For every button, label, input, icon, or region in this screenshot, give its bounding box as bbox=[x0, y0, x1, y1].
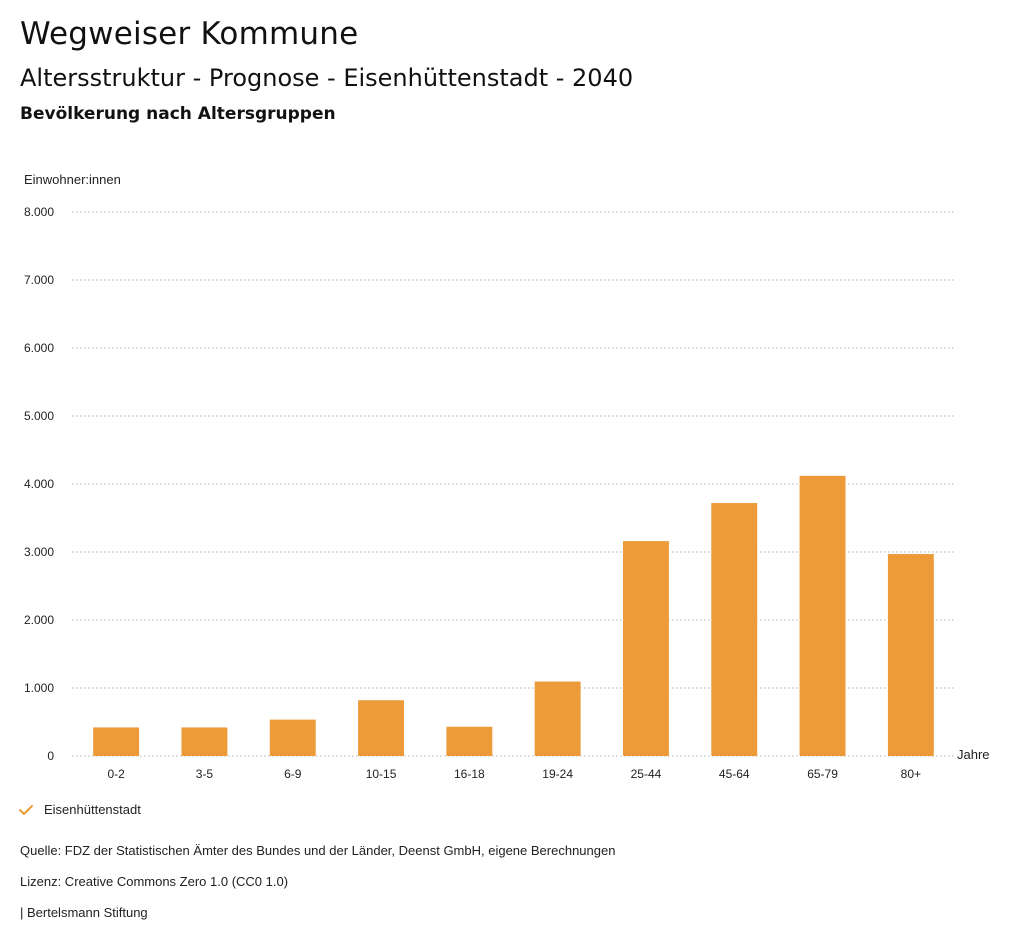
license-note: Lizenz: Creative Commons Zero 1.0 (CC0 1… bbox=[20, 874, 289, 889]
y-tick-label: 5.000 bbox=[24, 409, 54, 423]
legend[interactable]: Eisenhüttenstadt bbox=[18, 802, 141, 817]
source-note: Quelle: FDZ der Statistischen Ämter des … bbox=[20, 843, 616, 858]
grid-lines bbox=[72, 211, 955, 757]
x-tick-label: 10-15 bbox=[366, 767, 397, 781]
y-axis-label: Einwohner:innen bbox=[24, 172, 121, 187]
x-tick-label: 16-18 bbox=[454, 767, 485, 781]
y-tick-labels: 0 1.000 2.000 3.000 4.000 5.000 6.000 7.000 8.00… bbox=[24, 205, 54, 763]
bar-10-15[interactable] bbox=[358, 700, 405, 756]
x-tick-label: 65-79 bbox=[807, 767, 838, 781]
y-tick-label: 1.000 bbox=[24, 681, 54, 695]
bar-16-18[interactable] bbox=[446, 726, 493, 756]
y-tick-label: 8.000 bbox=[24, 205, 54, 219]
y-tick-label: 6.000 bbox=[24, 341, 54, 355]
y-tick-label: 4.000 bbox=[24, 477, 54, 491]
bar-80+[interactable] bbox=[887, 554, 934, 756]
x-tick-label: 25-44 bbox=[631, 767, 662, 781]
bar-19-24[interactable] bbox=[534, 681, 581, 756]
bar-chart: Einwohner:innen 0 1.000 2.000 3.000 4.000 5.0… bbox=[24, 172, 990, 781]
x-tick-label: 45-64 bbox=[719, 767, 750, 781]
check-icon bbox=[19, 804, 33, 815]
y-tick-label: 3.000 bbox=[24, 545, 54, 559]
x-tick-label: 19-24 bbox=[542, 767, 573, 781]
chart-subtitle: Altersstruktur - Prognose - Eisenhüttens… bbox=[20, 64, 634, 92]
x-axis-label: Jahre bbox=[957, 747, 990, 762]
y-tick-label: 7.000 bbox=[24, 273, 54, 287]
y-tick-label: 2.000 bbox=[24, 613, 54, 627]
x-tick-label: 80+ bbox=[901, 767, 921, 781]
bar-6-9[interactable] bbox=[269, 719, 316, 756]
x-tick-label: 0-2 bbox=[107, 767, 125, 781]
bar-65-79[interactable] bbox=[799, 475, 846, 756]
bar-3-5[interactable] bbox=[181, 727, 228, 756]
x-tick-label: 6-9 bbox=[284, 767, 302, 781]
x-tick-label: 3-5 bbox=[196, 767, 214, 781]
x-tick-labels: 0-2 3-5 6-9 10-15 16-18 19-24 25-44 45-64 65-79 8… bbox=[107, 767, 921, 781]
chart-section-title: Bevölkerung nach Altersgruppen bbox=[20, 104, 336, 124]
bars bbox=[93, 475, 934, 756]
bar-0-2[interactable] bbox=[93, 727, 140, 756]
page-title: Wegweiser Kommune bbox=[20, 16, 359, 52]
y-tick-label: 0 bbox=[47, 749, 54, 763]
publisher-note: | Bertelsmann Stiftung bbox=[20, 905, 148, 920]
legend-label: Eisenhüttenstadt bbox=[44, 802, 141, 817]
bar-25-44[interactable] bbox=[622, 541, 669, 756]
bar-45-64[interactable] bbox=[711, 503, 758, 756]
